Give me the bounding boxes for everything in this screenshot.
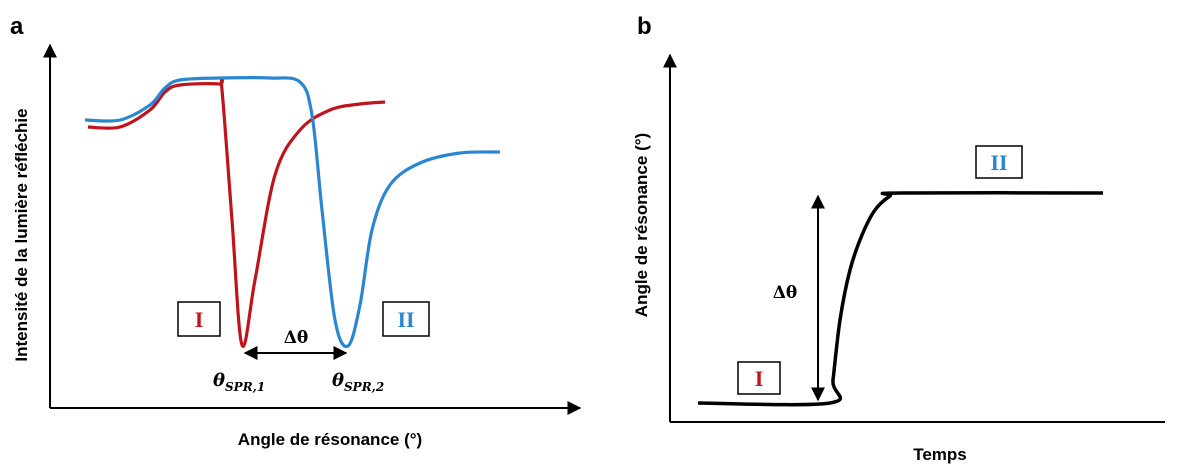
panel-b: b Temps Angle de résonance (°) Δθ I II <box>632 13 1165 464</box>
label-box-I-b <box>737 361 781 395</box>
label-II: II <box>397 307 414 332</box>
delta-theta-label-b: Δθ <box>773 283 798 303</box>
series-I-curve <box>87 76 386 348</box>
panel-b-letter: b <box>637 13 652 40</box>
label-box-I <box>177 301 221 337</box>
panel-a-y-label: Intensité de la lumière réfléchie <box>12 108 31 361</box>
theta-spr-1-label: θSPR,1 <box>213 370 265 394</box>
panel-a-x-label: Angle de résonance (°) <box>238 430 422 449</box>
label-I: I <box>195 307 204 332</box>
panel-b-y-label: Angle de résonance (°) <box>632 133 651 317</box>
label-II-b: II <box>990 150 1007 175</box>
sensorgram-curve <box>697 191 1104 407</box>
panel-a: a Angle de résonance (°) Intensité de la… <box>10 13 582 449</box>
label-I-b: I <box>755 366 764 391</box>
panel-a-letter: a <box>10 13 24 40</box>
theta-spr-2-label: θSPR,2 <box>332 370 384 394</box>
delta-theta-label-a: Δθ <box>284 328 309 348</box>
label-box-II-b <box>975 145 1023 179</box>
panel-b-x-label: Temps <box>913 445 967 464</box>
series-II-curve <box>84 76 501 349</box>
label-box-II <box>382 301 430 337</box>
